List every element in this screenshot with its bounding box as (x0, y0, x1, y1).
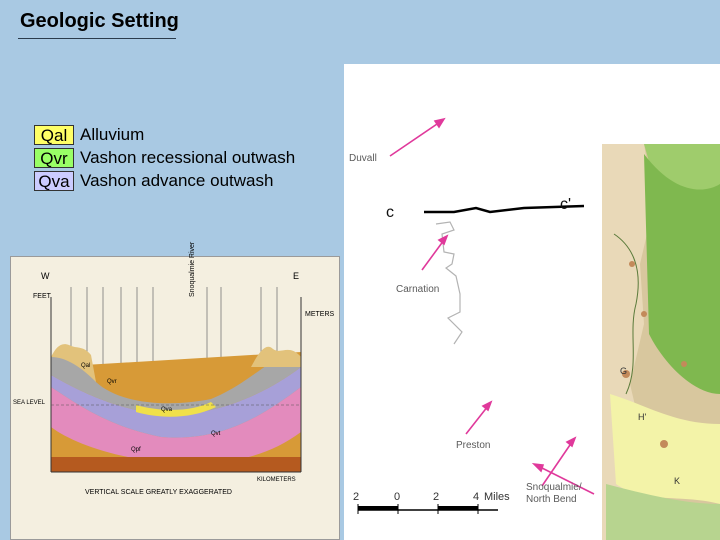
xsec-unit-qal: Qal (81, 363, 91, 369)
legend-label-qal: Alluvium (80, 125, 145, 144)
scale-tick-3: 4 (473, 491, 480, 503)
gray-unit (51, 355, 301, 416)
scale-tick-2: 2 (433, 491, 440, 503)
legend-row-qvr: Qvr Vashon recessional outwash (34, 147, 295, 169)
cross-section-figure: W E FEET METERS Snoqualmie River SEA LEV… (10, 242, 340, 540)
xsec-unit-qpf: Qpf (131, 447, 141, 453)
label-carnation: Carnation (396, 284, 440, 295)
legend-label-qvr: Vashon recessional outwash (80, 148, 296, 167)
legend-chip-qvr: Qvr (34, 148, 74, 168)
legend-chip-qva: Qva (34, 171, 74, 191)
xsec-km-label: KILOMETERS (257, 477, 296, 483)
basement-unit (51, 457, 301, 472)
xsec-exaggeration-note: VERTICAL SCALE GREATLY EXAGGERATED (85, 489, 232, 496)
xsec-sea-level: SEA LEVEL (13, 400, 46, 406)
xsec-unit-qvt: Qvt (211, 431, 221, 437)
title-underline (18, 38, 176, 39)
section-line (424, 204, 585, 214)
xsec-west-label: W (41, 271, 50, 281)
legend-row-qva: Qva Vashon advance outwash (34, 170, 273, 192)
scale-unit: Miles (484, 491, 510, 503)
xsec-unit-qvr: Qvr (107, 379, 117, 385)
cross-section-drawing (50, 287, 302, 473)
geologic-units-map: G H' K (602, 144, 720, 540)
svg-text:K: K (674, 476, 680, 486)
purple-unit (51, 367, 301, 438)
xsec-meters-title: METERS (305, 311, 335, 318)
legend-label-qva: Vashon advance outwash (80, 171, 274, 190)
river-line (435, 221, 463, 345)
scale-bar (357, 504, 498, 514)
geologic-map: G H' K (344, 64, 720, 540)
scale-tick-1: 0 (394, 491, 401, 503)
well-columns (70, 287, 278, 367)
section-start-label: c (386, 204, 394, 221)
pink-unit (51, 387, 301, 464)
label-preston: Preston (456, 440, 491, 451)
slide-title: Geologic Setting (20, 10, 179, 32)
xsec-river-label: Snoqualmie River (189, 241, 196, 297)
svg-text:H': H' (638, 412, 646, 422)
legend-chip-qal: Qal (34, 125, 74, 145)
legend-row-qal: Qal Alluvium (34, 124, 144, 146)
xsec-unit-qva: Qva (161, 407, 173, 413)
label-duvall: Duvall (349, 153, 377, 164)
label-snoqualmie: Snoqualmie/ North Bend (526, 482, 582, 505)
scale-tick-0: 2 (353, 491, 360, 503)
alluvium-unit (136, 402, 216, 417)
section-end-label: c' (560, 196, 572, 213)
xsec-feet-title: FEET (33, 293, 51, 300)
xsec-east-label: E (293, 271, 300, 281)
map-drawing: G H' K (357, 117, 720, 540)
svg-text:G: G (620, 366, 627, 376)
place-arrows (389, 117, 595, 495)
